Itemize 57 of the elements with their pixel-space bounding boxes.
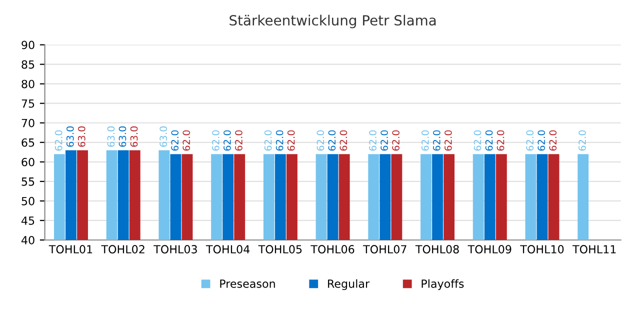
data-label: 62.0 — [578, 130, 586, 151]
legend-label: Preseason — [220, 280, 275, 288]
x-tick-label: TOHL11 — [572, 245, 616, 254]
data-label: 62.0 — [432, 130, 440, 151]
data-label: 63.0 — [130, 126, 138, 147]
data-label: 62.0 — [380, 130, 388, 151]
data-label: 62.0 — [421, 130, 429, 151]
data-label: 62.0 — [485, 130, 493, 151]
data-label: 62.0 — [474, 130, 482, 151]
x-tick-label: TOHL03 — [154, 245, 197, 254]
data-label: 62.0 — [212, 130, 220, 151]
data-label: 62.0 — [276, 130, 284, 151]
data-label: 63.0 — [160, 126, 168, 147]
y-tick-label: 50 — [22, 196, 34, 206]
x-tick-label: TOHL05 — [258, 245, 302, 254]
y-tick-label: 55 — [22, 178, 34, 186]
y-tick-label: 40 — [21, 236, 34, 244]
x-tick-label: TOHL02 — [101, 245, 144, 254]
data-label: 62.0 — [182, 130, 190, 151]
y-tick-label: 75 — [22, 99, 34, 108]
data-label: 62.0 — [526, 130, 534, 151]
data-label: 62.0 — [392, 130, 400, 151]
data-label: 63.0 — [78, 126, 86, 147]
data-label: 62.0 — [54, 130, 62, 151]
y-tick-label: 80 — [22, 80, 34, 88]
x-tick-label: TOHL06 — [310, 245, 354, 254]
data-label: 62.0 — [224, 130, 231, 151]
x-tick-label: TOHL08 — [415, 245, 459, 254]
legend-label: Playoffs — [422, 279, 464, 290]
chart-title: Stärkeentwicklung Petr Slama — [230, 14, 436, 28]
x-tick-label: TOHL07 — [363, 245, 406, 254]
data-label: 62.0 — [235, 130, 242, 151]
y-tick-label: 65 — [22, 138, 34, 147]
data-label: 63.0 — [118, 126, 126, 147]
data-label: 62.0 — [264, 130, 272, 151]
y-tick-label: 60 — [22, 158, 34, 166]
data-label: 62.0 — [549, 130, 557, 151]
data-label: 62.0 — [171, 130, 179, 151]
x-tick-label: TOHL09 — [468, 245, 512, 254]
data-label: 63.0 — [107, 126, 115, 147]
y-tick-label: 85 — [22, 60, 34, 69]
data-label: 62.0 — [328, 130, 336, 151]
data-label: 62.0 — [287, 130, 295, 151]
y-tick-label: 70 — [22, 118, 34, 128]
data-label: 62.0 — [369, 130, 376, 151]
data-label: 62.0 — [444, 130, 452, 151]
y-tick-label: 90 — [22, 40, 34, 50]
x-tick-label: TOHL10 — [520, 245, 564, 254]
x-tick-label: TOHL04 — [206, 245, 250, 254]
data-label: 62.0 — [496, 130, 504, 151]
x-tick-label: TOHL01 — [48, 245, 92, 254]
y-tick-label: 45 — [21, 216, 34, 225]
data-label: 62.0 — [340, 130, 348, 151]
data-label: 63.0 — [66, 126, 74, 147]
legend-label: Regular — [328, 279, 370, 290]
data-label: 62.0 — [316, 130, 324, 151]
data-label: 62.0 — [538, 130, 546, 151]
